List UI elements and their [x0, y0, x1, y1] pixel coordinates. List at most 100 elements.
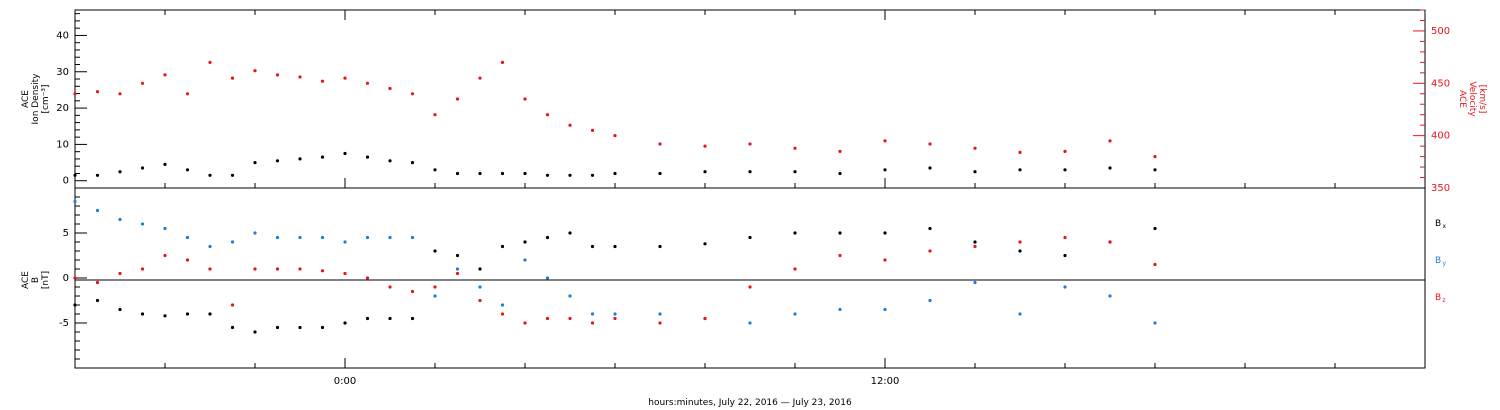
density-point [883, 168, 887, 172]
velocity-point [545, 113, 550, 117]
velocity-point [140, 81, 145, 85]
time-axis: 0:00 12:00 [74, 10, 1426, 387]
bx-point [748, 235, 752, 240]
by-point [1153, 321, 1157, 325]
by-point [838, 307, 842, 312]
bx-point [433, 249, 437, 253]
density-point [748, 170, 752, 174]
density-point [185, 168, 190, 172]
bz-point [1063, 235, 1067, 240]
velocity-point [1063, 149, 1067, 153]
velocity-point [163, 73, 167, 77]
by-point [320, 235, 325, 240]
field-axis-label-line2: B [31, 277, 41, 283]
density-point [973, 170, 977, 174]
bz-point [613, 316, 617, 321]
by-point [658, 312, 662, 316]
bz-point [298, 267, 302, 271]
bx-point [883, 231, 887, 235]
velocity-point [883, 139, 887, 143]
velocity-axis-label-line3: [km/s] [1477, 85, 1487, 114]
density-point [590, 173, 595, 177]
bz-point [590, 321, 595, 325]
bx-point [500, 244, 505, 249]
by-point [455, 267, 460, 271]
by-point [388, 235, 392, 240]
velocity-point [500, 60, 505, 64]
density-tick-label: 10 [56, 139, 69, 150]
bx-point [253, 330, 257, 334]
bz-point [95, 280, 100, 285]
by-point [1063, 285, 1067, 289]
bx-point [320, 325, 325, 330]
by-series [73, 199, 1157, 325]
bz-point [928, 249, 932, 253]
by-point [343, 240, 347, 244]
time-tick-label: 0:00 [334, 376, 356, 387]
bx-point [118, 307, 122, 312]
bx-point [523, 240, 527, 244]
velocity-point [230, 76, 235, 80]
bz-point [410, 289, 415, 294]
by-point [500, 303, 505, 307]
field-tick-label: 0 [63, 273, 69, 284]
velocity-point [838, 149, 842, 153]
bz-point [230, 303, 235, 307]
by-point [275, 235, 280, 240]
density-point [343, 151, 347, 156]
bx-point [1063, 253, 1067, 258]
by-point [433, 294, 437, 298]
bx-point [545, 235, 550, 240]
density-tick-label: 20 [56, 103, 69, 114]
velocity-point [1153, 155, 1157, 159]
velocity-point [185, 92, 190, 96]
bx-point [163, 314, 167, 318]
plasma-points [73, 60, 1157, 177]
bz-point [883, 258, 887, 262]
velocity-point [343, 76, 347, 80]
density-point [1153, 168, 1157, 172]
bx-point [478, 267, 482, 271]
velocity-point [388, 86, 392, 91]
bz-point [973, 244, 977, 249]
by-point [1108, 294, 1112, 298]
bz-point [140, 267, 145, 271]
density-point [1108, 166, 1112, 170]
velocity-point [253, 69, 257, 73]
by-point [365, 235, 370, 240]
bx-point [568, 231, 572, 235]
velocity-point [973, 146, 977, 150]
by-point [163, 226, 167, 231]
bx-point [410, 316, 415, 321]
bx-point [590, 244, 595, 249]
bx-point [208, 312, 212, 316]
velocity-point [748, 142, 752, 146]
density-point [73, 173, 77, 177]
by-point [478, 285, 482, 289]
bz-point [208, 267, 212, 271]
plasma-panel: 0 10 20 30 40 350 400 450 500 ACE Ion Density [… [21, 9, 1487, 194]
velocity-point [118, 92, 122, 96]
density-point [455, 171, 460, 176]
by-point [73, 199, 77, 204]
velocity-point [613, 134, 617, 138]
bz-point [658, 321, 662, 325]
velocity-point [410, 92, 415, 96]
velocity-point [433, 113, 437, 117]
bx-point [613, 244, 617, 249]
density-point [478, 171, 482, 176]
by-point [118, 217, 122, 222]
density-tick-label: 30 [56, 67, 69, 78]
field-tick-label: 5 [63, 228, 69, 239]
velocity-tick-label: 450 [1431, 78, 1450, 89]
legend-by: BByy [1435, 256, 1446, 267]
bz-point [500, 312, 505, 316]
by-point [95, 208, 100, 213]
by-point [590, 312, 595, 316]
velocity-axis-label-line2: Velocity [1467, 81, 1477, 117]
bz-point [838, 253, 842, 258]
density-point [118, 170, 122, 174]
by-point [230, 240, 235, 244]
velocity-point [590, 128, 595, 132]
velocity-point [1018, 150, 1022, 154]
